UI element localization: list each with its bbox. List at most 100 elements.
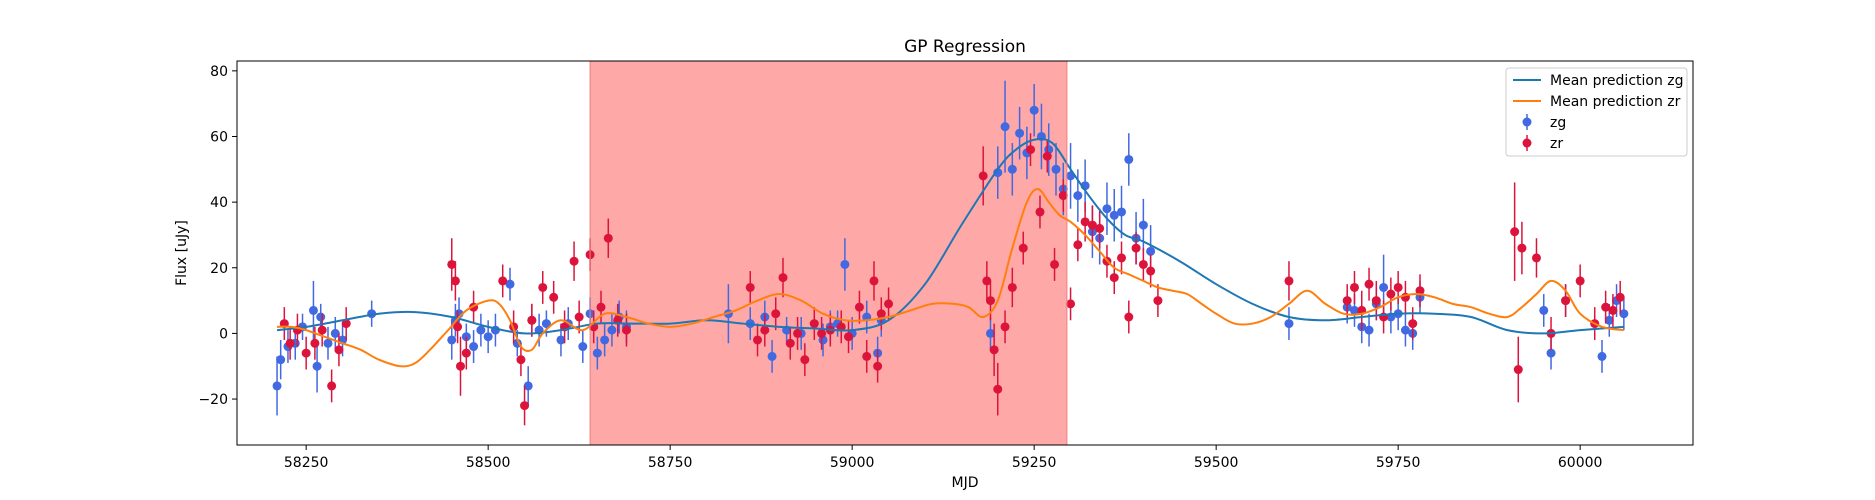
data-point-zg — [1117, 185, 1127, 239]
data-point-zg — [1051, 143, 1061, 196]
data-point-zr — [327, 369, 337, 403]
point-marker — [793, 328, 803, 338]
point-marker — [785, 338, 795, 348]
data-point-zr — [873, 349, 883, 383]
point-marker — [327, 381, 337, 391]
legend-label-zg-line: Mean prediction zg — [1550, 73, 1684, 89]
data-point-zr — [817, 317, 827, 350]
point-marker — [276, 355, 286, 365]
data-point-zg — [308, 280, 318, 340]
point-marker — [836, 322, 846, 332]
point-marker — [1050, 259, 1060, 269]
data-point-zr — [809, 307, 819, 340]
data-point-zr — [1058, 179, 1068, 212]
data-point-zr — [778, 257, 788, 298]
point-marker — [1007, 282, 1017, 292]
data-point-zr — [453, 310, 463, 344]
point-marker — [461, 348, 471, 358]
point-marker — [1284, 276, 1294, 286]
point-marker — [1153, 296, 1163, 306]
data-point-zg — [476, 313, 486, 347]
data-point-zr — [1007, 267, 1017, 308]
point-marker — [334, 345, 344, 355]
point-marker — [285, 338, 295, 348]
point-marker — [1342, 296, 1352, 306]
point-marker — [1124, 154, 1134, 164]
data-point-zg — [840, 238, 850, 291]
point-marker — [516, 355, 526, 365]
point-marker — [993, 384, 1003, 394]
legend-swatch-zr-points — [1522, 135, 1532, 151]
point-marker — [1015, 128, 1025, 138]
point-marker — [301, 348, 311, 358]
data-point-zr — [760, 313, 770, 347]
y-tick-label: 80 — [210, 64, 228, 80]
point-marker — [985, 296, 995, 306]
data-point-zr — [498, 264, 508, 298]
data-point-zr — [285, 326, 295, 360]
x-tick-label: 58250 — [284, 455, 329, 471]
data-point-zg — [1109, 189, 1119, 242]
point-marker — [607, 325, 617, 335]
data-point-zg — [323, 326, 333, 360]
point-marker — [498, 276, 508, 286]
data-point-zr — [1087, 205, 1097, 245]
data-point-zr — [1138, 248, 1148, 281]
data-point-zr — [844, 320, 854, 354]
data-point-zr — [1342, 284, 1352, 317]
point-marker — [1517, 243, 1527, 253]
point-marker — [1400, 325, 1410, 335]
point-marker — [1066, 299, 1076, 309]
y-axis-ticks: −20 0 20 40 60 80 — [198, 64, 237, 408]
data-point-zg — [767, 339, 777, 373]
data-point-zg — [1124, 133, 1134, 186]
point-marker — [982, 276, 992, 286]
point-marker — [520, 401, 530, 411]
data-point-zr — [621, 313, 631, 347]
data-point-zr — [1066, 287, 1076, 321]
point-marker — [862, 351, 872, 361]
point-marker — [840, 259, 850, 269]
point-marker — [330, 328, 340, 338]
data-point-zr — [516, 343, 526, 377]
data-point-zg — [1597, 339, 1607, 373]
x-tick-label: 59500 — [1194, 455, 1239, 471]
point-marker — [1386, 289, 1396, 299]
point-marker — [869, 276, 879, 286]
data-point-zr — [800, 343, 810, 377]
data-point-zg — [993, 146, 1003, 199]
y-axis-label: Flux [uJy] — [174, 220, 190, 286]
legend-swatch-zg-points — [1522, 114, 1532, 130]
data-point-zg — [1619, 297, 1629, 331]
data-point-zr — [793, 317, 803, 350]
data-point-zg — [1015, 106, 1025, 160]
data-point-zr — [978, 146, 988, 206]
line-mean-prediction-zr — [277, 187, 1624, 368]
point-marker — [1364, 279, 1374, 289]
point-marker — [854, 302, 864, 312]
point-marker — [1138, 259, 1148, 269]
point-marker — [778, 273, 788, 283]
point-marker — [592, 348, 602, 358]
point-marker — [771, 309, 781, 319]
point-marker — [1575, 276, 1585, 286]
point-marker — [476, 325, 486, 335]
point-marker — [310, 338, 320, 348]
data-point-zr — [1018, 231, 1028, 265]
data-point-zr — [1124, 300, 1134, 334]
point-marker — [523, 381, 533, 391]
point-marker — [1615, 292, 1625, 302]
point-marker — [978, 171, 988, 181]
point-marker — [1349, 282, 1359, 292]
x-tick-label: 59000 — [830, 455, 875, 471]
point-marker — [1051, 164, 1061, 174]
point-marker — [556, 335, 566, 345]
point-marker — [527, 315, 537, 325]
point-marker — [844, 332, 854, 342]
data-point-zg — [523, 366, 533, 406]
point-marker — [1393, 282, 1403, 292]
point-marker — [1510, 227, 1520, 237]
data-point-zr — [574, 300, 584, 334]
x-tick-label: 58500 — [466, 455, 511, 471]
point-marker — [541, 319, 551, 329]
